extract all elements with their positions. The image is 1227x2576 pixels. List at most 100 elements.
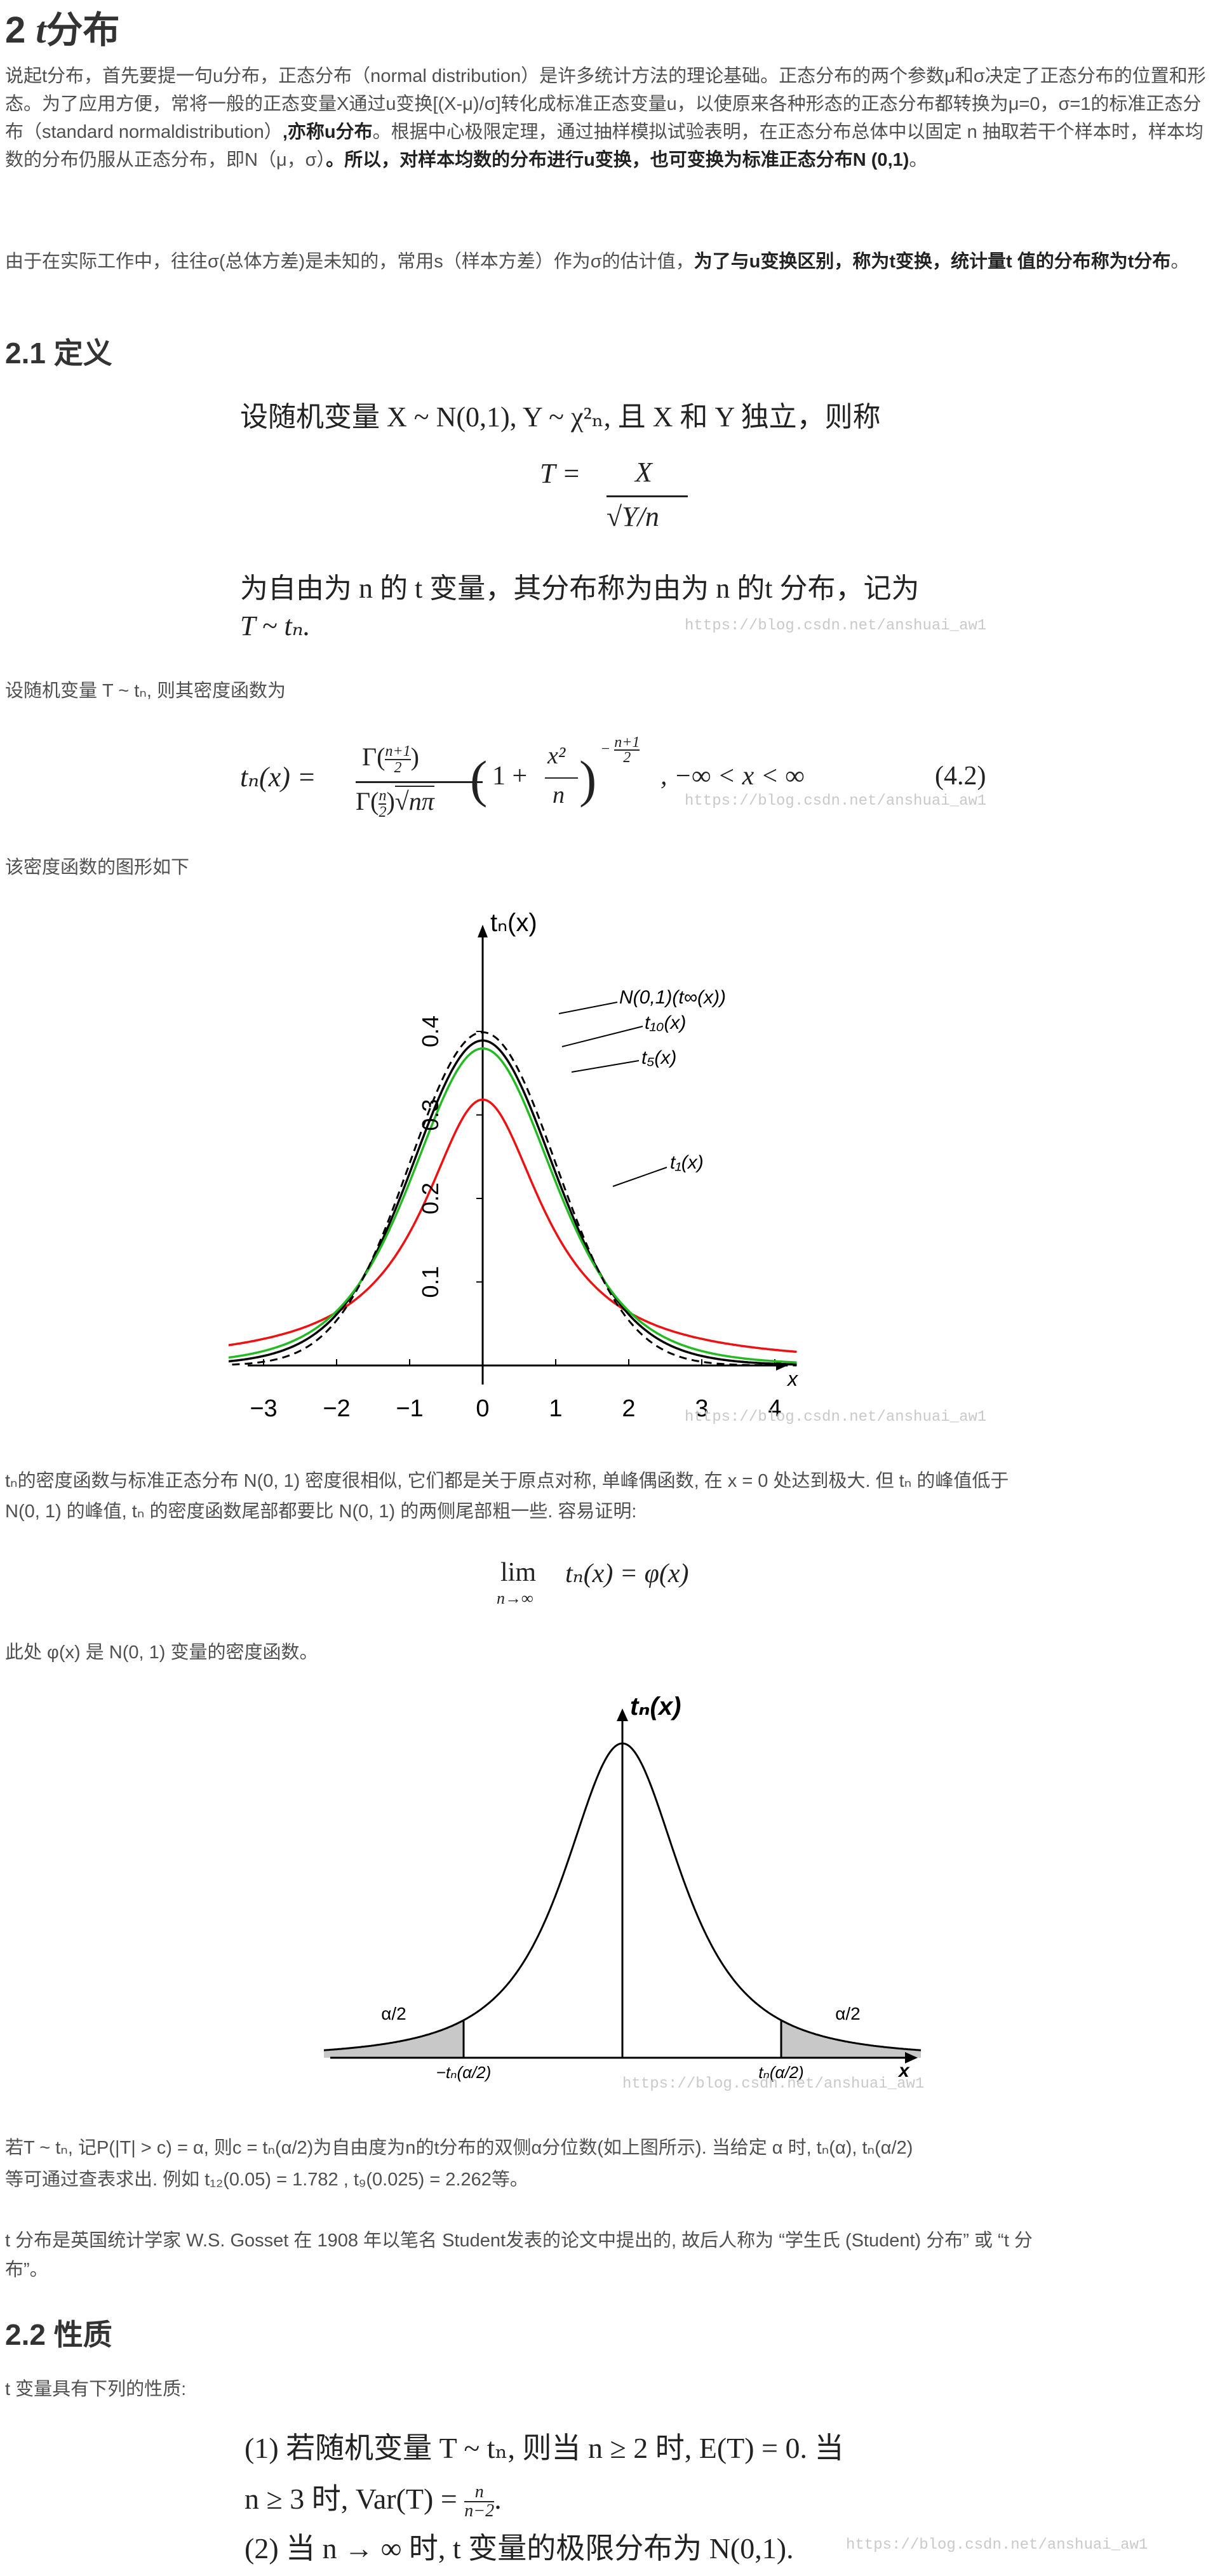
t-density-chart: xtₙ(x)−4−3−2−1012340.10.20.30.4N(0,1)(t∞… <box>229 909 798 1422</box>
x-tick-label: 3 <box>695 1395 708 1422</box>
t-quantile-chart: tₙ(x) x α/2 α/2 −tₙ(α/2) tₙ(α/2) <box>323 1693 922 2082</box>
definition-line-4: T ~ tₙ. <box>240 610 311 641</box>
density-exponent: − n+1 2 <box>600 734 640 766</box>
x-tick-label: −2 <box>323 1395 350 1422</box>
x-tick-label: −1 <box>396 1395 423 1422</box>
right-tail-area <box>781 2020 921 2058</box>
page-title: 2 t分布 <box>5 0 120 53</box>
gamma-frac-top: n+1 <box>385 742 411 760</box>
property-var-den: n−2 <box>464 2501 495 2521</box>
intro-p1-a: 说起t分布，首先要提一句u分布，正态分布（normal distribution… <box>5 66 1206 142</box>
compare-line-2: N(0, 1) 的峰值, tₙ 的密度函数尾部都要比 N(0, 1) 的两侧尾部… <box>5 1501 637 1522</box>
left-alpha-label: α/2 <box>381 2004 406 2023</box>
title-italic-t: t <box>36 10 46 51</box>
right-alpha-label: α/2 <box>835 2004 861 2023</box>
density-exp-bot: 2 <box>623 749 631 766</box>
chart2-content: tₙ(x) x α/2 α/2 −tₙ(α/2) tₙ(α/2) <box>323 1693 922 2082</box>
intro-p1-c: 。根据中心极限定理，通过抽样模拟试验表明，在正态分布总体中以固定 n 抽取若干个… <box>5 122 1204 170</box>
section-properties-title: 2.2 性质 <box>5 2318 112 2351</box>
y-tick-label: 0.4 <box>417 1016 443 1047</box>
intro-paragraph-2: 由于在实际工作中，往往σ(总体方差)是未知的，常用s（样本方差）作为σ的估计值，… <box>5 248 1219 276</box>
watermark-2: https://blog.csdn.net/anshuai_aw1 <box>685 793 987 810</box>
right-quantile-label: tₙ(α/2) <box>758 2063 803 2082</box>
x-tick-label: 0 <box>476 1395 489 1422</box>
intro-p1-b: ,亦称u分布 <box>282 122 373 142</box>
property-1-b-pre: n ≥ 3 时, Var(T) = <box>245 2483 457 2515</box>
density-eqno: (4.2) <box>935 761 986 791</box>
density-paren-close: ) <box>579 750 597 808</box>
title-number: 2 <box>5 10 36 51</box>
quantile-line-1: 若T ~ tₙ, 记P(|T| > c) = α, 则c = tₙ(α/2)为自… <box>5 2138 913 2158</box>
x-axis-label: x <box>897 2060 910 2081</box>
definition-t-lhs: T = <box>540 458 581 489</box>
watermark: https://blog.csdn.net/anshuai_aw1 <box>685 617 987 634</box>
phi-note: 此处 φ(x) 是 N(0, 1) 变量的密度函数。 <box>5 1642 318 1663</box>
series-label: t₅(x) <box>641 1047 676 1068</box>
definition-numerator: X <box>635 457 652 488</box>
gamma-frac-bot: 2 <box>394 759 402 776</box>
leader-line <box>558 1002 618 1014</box>
curve-t5 <box>229 1047 797 1364</box>
density-gamma-den: Γ(n 2)√nπ <box>356 786 434 821</box>
y-tick-label: 0.2 <box>417 1183 443 1214</box>
curve-t1 <box>229 1098 797 1353</box>
gamma-open: Γ( <box>362 742 386 771</box>
property-2: (2) 当 n → ∞ 时, t 变量的极限分布为 N(0,1). <box>245 2532 794 2565</box>
curve-normal <box>229 1031 797 1367</box>
density-intro: 设随机变量 T ~ tₙ, 则其密度函数为 <box>5 681 286 701</box>
watermark-5: https://blog.csdn.net/anshuai_aw1 <box>846 2537 1148 2554</box>
definition-denominator: √Y/n <box>607 501 659 532</box>
x-tick-label: 2 <box>622 1395 635 1422</box>
properties-intro: t 变量具有下列的性质: <box>5 2379 187 2399</box>
property-1-line-b: n ≥ 3 时, Var(T) = n n−2. <box>245 2482 502 2521</box>
density-gamma-num: Γ(n+1 2) <box>362 742 419 776</box>
intro-p2-a: 由于在实际工作中，往往σ(总体方差)是未知的，常用s（样本方差）作为σ的估计值， <box>5 252 694 272</box>
x-axis-label: x <box>786 1367 798 1390</box>
density-exp-top: n+1 <box>614 734 640 751</box>
y-axis-arrow <box>478 925 488 937</box>
density-one-plus: 1 + <box>492 761 528 791</box>
density-lhs: tₙ(x) = <box>240 761 316 793</box>
y-tick-label: 0.1 <box>417 1266 443 1298</box>
y-tick-label: 0.3 <box>417 1099 443 1130</box>
intro-p1-e: 。 <box>909 150 928 170</box>
density-sqrt: √nπ <box>394 786 434 815</box>
gosset-line-2: 布”。 <box>5 2260 48 2280</box>
density-x2: x² <box>547 742 566 769</box>
curve-t10 <box>229 1039 797 1366</box>
density-range: , −∞ < x < ∞ <box>660 761 805 791</box>
density-inner-n: n <box>553 782 565 808</box>
definition-line-1: 设随机变量 X ~ N(0,1), Y ~ χ²ₙ, 且 X 和 Y 独立，则称 <box>240 401 881 433</box>
intro-p2-b: 为了与u变换区别，称为t变换，统计量t 值的分布称为t分布 <box>694 252 1171 272</box>
leader-line <box>571 1060 640 1073</box>
limit-body: tₙ(x) = φ(x) <box>565 1559 689 1588</box>
x-tick-label: 4 <box>768 1395 781 1422</box>
limit-sub: n→∞ <box>497 1589 533 1607</box>
intro-p2-c: 。 <box>1170 252 1190 272</box>
x-tick-label: −3 <box>250 1395 277 1422</box>
gamma-den-frac-top: n <box>379 787 387 805</box>
series-label: t₁₀(x) <box>645 1012 686 1033</box>
gamma-den-open: Γ( <box>356 787 379 815</box>
quantile-line-2: 等可通过查表求出. 例如 t₁₂(0.05) = 1.782 , t₉(0.02… <box>5 2170 528 2190</box>
watermark-4: https://blog.csdn.net/anshuai_aw1 <box>622 2076 925 2093</box>
density-main-bar <box>356 781 483 783</box>
limit-lim: lim <box>500 1558 537 1587</box>
gamma-frac: n+1 2 <box>385 742 411 776</box>
y-axis-label: tₙ(x) <box>490 909 537 937</box>
title-rest: 分布 <box>46 10 120 51</box>
x-axis-arrow <box>905 2052 918 2063</box>
density-inner-bar <box>545 777 578 779</box>
density-sqrt-body: nπ <box>408 787 434 815</box>
watermark-3: https://blog.csdn.net/anshuai_aw1 <box>685 1409 987 1426</box>
gamma-den-frac-bot: 2 <box>379 803 387 821</box>
density-exp-frac: n+1 2 <box>614 735 640 765</box>
leader-line <box>612 1167 667 1187</box>
left-quantile-label: −tₙ(α/2) <box>436 2063 492 2082</box>
gosset-line-1: t 分布是英国统计学家 W.S. Gosset 在 1908 年以笔名 Stud… <box>5 2231 1033 2251</box>
graph-intro: 该密度函数的图形如下 <box>5 857 190 878</box>
chart1-labels: xtₙ(x)−4−3−2−1012340.10.20.30.4N(0,1)(t∞… <box>250 909 798 1422</box>
leader-line <box>561 1026 643 1047</box>
